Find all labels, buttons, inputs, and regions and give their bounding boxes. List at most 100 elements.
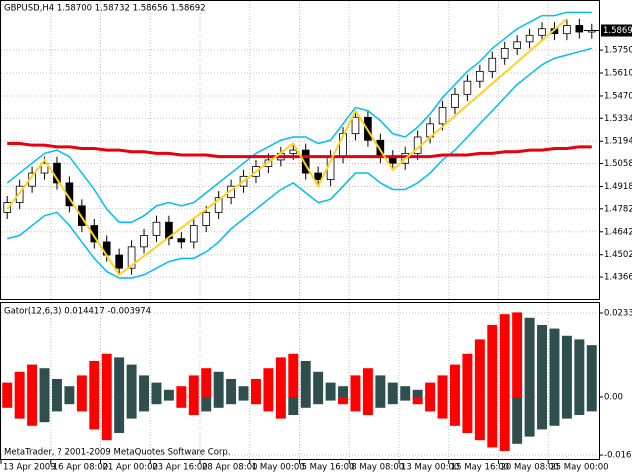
gator-bar — [325, 382, 336, 398]
x-tick-label: 8 May 08:00 — [351, 463, 404, 473]
indicator-line — [7, 142, 592, 159]
gator-bar — [313, 371, 324, 398]
y-tick-label: 1.43660 — [604, 273, 632, 283]
y-tick-label: 1.46420 — [604, 227, 632, 237]
grid-layer — [0, 1, 598, 459]
gator-bar — [512, 397, 523, 444]
candle-body — [165, 221, 173, 240]
gator-bar — [462, 397, 473, 434]
gator-bar — [537, 324, 548, 398]
gator-bar — [350, 375, 361, 398]
gator-bar — [213, 397, 224, 408]
candle-body — [189, 225, 198, 243]
gator-bar — [387, 382, 398, 398]
gator-bar — [350, 397, 361, 412]
gator-bar — [387, 397, 398, 405]
y-tick-label: 1.47820 — [604, 204, 632, 214]
gator-bar — [139, 375, 150, 398]
gator-bar — [76, 375, 87, 398]
x-tick-label: 23 Apr 16:00 — [152, 463, 207, 473]
gator-bar — [151, 382, 162, 398]
candle-body — [115, 254, 123, 269]
chart-title: GBPUSD,H4 1.58700 1.58732 1.58656 1.5869… — [4, 4, 206, 14]
gator-bar — [288, 397, 299, 416]
gator-bar — [263, 368, 274, 398]
y-tick-label: 1.54700 — [604, 91, 632, 101]
gator-bar — [449, 364, 460, 398]
gator-bar — [275, 397, 286, 419]
y-tick-label: 1.57500 — [604, 46, 632, 56]
candle-body — [463, 80, 472, 95]
candle-body — [451, 93, 459, 108]
mark-layer — [2, 11, 600, 452]
candle-body — [127, 246, 136, 269]
gator-bar — [14, 371, 25, 398]
gator-bar — [176, 386, 187, 398]
candle-body — [476, 70, 484, 82]
gator-bar — [114, 357, 125, 398]
gator-bar — [549, 397, 560, 426]
candle-body — [314, 172, 322, 181]
gator-bar — [474, 397, 485, 441]
gator-bar — [412, 397, 423, 405]
last-price-box — [601, 24, 632, 37]
gator-bar — [213, 371, 224, 398]
gator-bar — [238, 386, 249, 398]
zigzag-line — [6, 18, 568, 277]
gator-bar — [288, 353, 299, 398]
x-tick-label: 20 May 08:00 — [501, 463, 559, 473]
indicator-line — [6, 11, 592, 224]
indicator-line — [7, 47, 592, 279]
gator-bar — [188, 397, 199, 416]
gator-bar — [512, 312, 523, 398]
gator-bar — [300, 360, 311, 398]
last-price-label: 1.58692 — [603, 26, 632, 36]
gator-bar — [39, 368, 50, 398]
copyright: MetaTrader, ? 2001-2009 MetaQuotes Softw… — [4, 448, 231, 458]
y-tick-label: 1.50580 — [604, 159, 632, 169]
x-tick-label: 25 May 00:00 — [550, 463, 608, 473]
gator-bar — [14, 397, 25, 419]
gator-bar — [126, 364, 137, 398]
gator-bar — [400, 386, 411, 398]
gator-bar — [524, 317, 535, 398]
gator-bar — [375, 397, 386, 408]
gator-bar — [549, 328, 560, 398]
y-tick-label: 1.45020 — [604, 250, 632, 260]
gator-bar — [39, 397, 50, 423]
candle-body — [214, 197, 223, 213]
gator-bar — [499, 314, 510, 398]
gator-bar — [163, 397, 174, 401]
gator-bar — [524, 397, 535, 437]
gator-bar — [188, 375, 199, 398]
gator-bar — [163, 389, 174, 398]
gator-bar — [176, 397, 187, 408]
indicator-title: Gator(12,6,3) 0.014417 -0.003974 — [4, 307, 151, 317]
gator-bar — [27, 397, 38, 426]
y-tick-label: 1.56100 — [604, 69, 632, 79]
gator-bar — [51, 397, 62, 412]
gator-bar — [574, 339, 585, 398]
candle-body — [563, 25, 571, 35]
y-tick-label: 1.53340 — [604, 114, 632, 124]
candle-body — [525, 34, 534, 43]
gator-bar — [76, 397, 87, 412]
gator-bar — [561, 397, 572, 419]
main-frame — [0, 0, 600, 300]
gator-bar — [412, 389, 423, 398]
gator-bar — [437, 375, 448, 398]
gator-bar — [64, 386, 75, 398]
gator-bar — [362, 397, 373, 416]
gator-bar — [27, 364, 38, 398]
candle-body — [351, 116, 360, 135]
candle-body — [140, 234, 148, 248]
candle-body — [538, 28, 546, 36]
gator-bar — [338, 397, 349, 405]
gator-bar — [425, 382, 436, 398]
candle-body — [513, 41, 521, 49]
gator-bar — [586, 345, 597, 398]
gator-bar — [2, 397, 13, 408]
y-tick-label: 0.00 — [604, 393, 623, 403]
candle-body — [40, 162, 49, 174]
gator-bar — [449, 397, 460, 426]
